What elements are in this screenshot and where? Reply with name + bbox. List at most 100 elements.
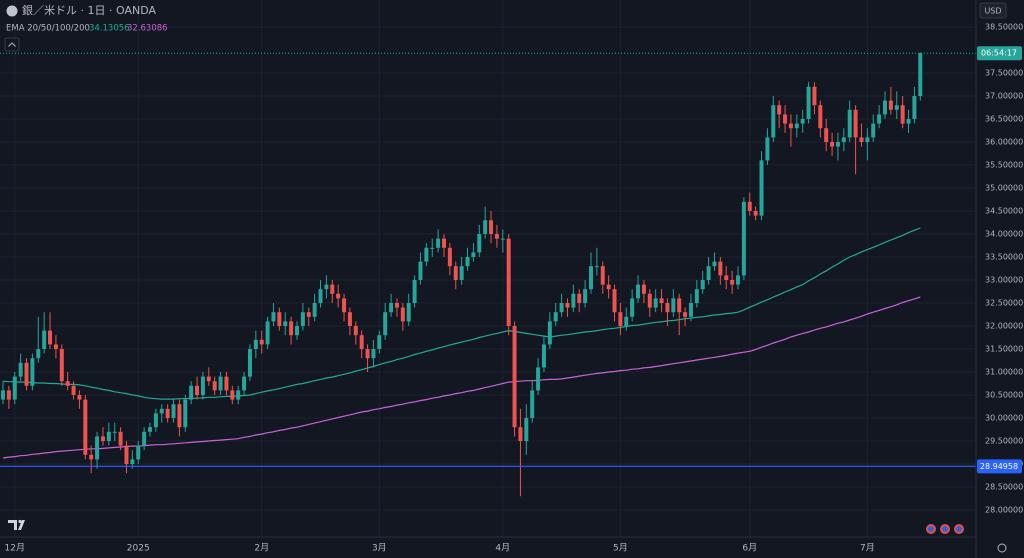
- candle-body: [624, 316, 629, 326]
- candle-body: [100, 436, 105, 441]
- candle-body: [48, 330, 53, 345]
- candle-body: [6, 390, 11, 400]
- candle-body: [677, 298, 682, 313]
- candle-body: [871, 123, 876, 138]
- indicator-value: 34.13056: [89, 24, 130, 34]
- candle-body: [218, 376, 223, 391]
- candle-body: [906, 119, 911, 124]
- candle-body: [530, 390, 535, 418]
- candle-body: [700, 279, 705, 290]
- candle-body: [242, 376, 247, 391]
- y-tick-label: 35.00000: [985, 184, 1023, 193]
- candle-body: [765, 137, 770, 161]
- candle-body: [553, 312, 558, 322]
- y-tick-label: 33.00000: [985, 275, 1023, 284]
- candle-body: [142, 431, 147, 446]
- candle-body: [888, 100, 893, 110]
- candle-body: [24, 362, 29, 386]
- settings-icon[interactable]: [997, 543, 1007, 553]
- candle-body: [900, 105, 905, 124]
- candle-body: [712, 261, 717, 267]
- candle-body: [618, 312, 623, 326]
- candle-body: [383, 312, 388, 336]
- candle-body: [295, 325, 299, 336]
- price-label: 28.94958: [980, 462, 1018, 471]
- candle-body: [500, 238, 505, 240]
- candle-body: [336, 293, 341, 299]
- candle-body: [830, 142, 835, 147]
- candle-body: [247, 348, 252, 377]
- x-tick-label: 6月: [742, 543, 757, 554]
- candle-body: [412, 279, 417, 303]
- ema-line: [2, 227, 921, 400]
- candle-body: [706, 266, 711, 280]
- candle-body: [600, 266, 605, 285]
- candle-body: [594, 266, 599, 268]
- candle-body: [65, 381, 70, 386]
- y-tick-label: 32.50000: [985, 298, 1023, 307]
- symbol-title[interactable]: 銀／米ドル · 1日 · OANDA: [22, 3, 156, 17]
- x-tick-label: 2月: [254, 543, 269, 554]
- candle-body: [418, 261, 423, 280]
- candle-body: [342, 298, 347, 313]
- candle-body: [112, 431, 117, 433]
- collapse-icon: [8, 42, 16, 47]
- y-tick-label: 37.00000: [985, 92, 1023, 101]
- candle-body: [636, 284, 641, 299]
- candle-body: [283, 321, 288, 326]
- candle-body: [353, 325, 358, 336]
- indicator-value: 32.63086: [127, 24, 168, 34]
- y-tick-label: 32.00000: [985, 321, 1023, 330]
- candle-body: [865, 137, 870, 143]
- candle-body: [730, 279, 735, 285]
- candle-body: [165, 408, 170, 418]
- candle-body: [389, 302, 394, 313]
- collapse-button[interactable]: [4, 37, 20, 52]
- candle-body: [259, 339, 264, 345]
- candle-body: [394, 302, 399, 308]
- candle-body: [918, 53, 923, 97]
- candle-body: [347, 312, 352, 326]
- candle-body: [489, 220, 494, 235]
- candle-body: [424, 247, 429, 262]
- candle-body: [77, 394, 82, 400]
- x-tick-label: 3月: [372, 543, 387, 554]
- candle-body: [835, 142, 840, 147]
- x-tick-label: 5月: [613, 543, 628, 554]
- candle-body: [841, 137, 846, 143]
- candle-body: [124, 445, 129, 464]
- candle-body: [365, 348, 370, 359]
- candle-body: [559, 302, 564, 313]
- candle-body: [118, 431, 123, 446]
- currency-button[interactable]: [979, 2, 1007, 19]
- candle-body: [359, 335, 364, 349]
- candle-body: [236, 390, 241, 400]
- candle-body: [741, 201, 746, 276]
- candle-body: [12, 376, 17, 400]
- candle-body: [136, 445, 141, 460]
- candle-body: [177, 404, 182, 428]
- candle-body: [694, 289, 699, 303]
- candle-body: [465, 257, 470, 267]
- x-tick-label: 2025: [127, 544, 150, 554]
- candle-body: [494, 234, 499, 239]
- candle-body: [212, 381, 217, 391]
- event-flags[interactable]: [926, 524, 964, 534]
- candle-body: [71, 385, 76, 395]
- candle-body: [783, 114, 788, 124]
- candle-body: [324, 284, 329, 290]
- candle-body: [589, 266, 593, 290]
- x-tick-label: 7月: [860, 543, 875, 554]
- candle-body: [777, 105, 782, 115]
- candle-body: [89, 454, 94, 460]
- candle-body: [659, 298, 664, 303]
- candle-body: [753, 211, 758, 216]
- y-tick-label: 31.50000: [985, 344, 1023, 353]
- indicator-label[interactable]: EMA 20/50/100/200: [6, 24, 90, 34]
- candle-body: [253, 339, 258, 349]
- candle-body: [641, 284, 646, 294]
- candle-body: [130, 459, 135, 464]
- candle-body: [736, 275, 740, 285]
- candle-body: [894, 105, 899, 110]
- candle-body: [547, 321, 552, 345]
